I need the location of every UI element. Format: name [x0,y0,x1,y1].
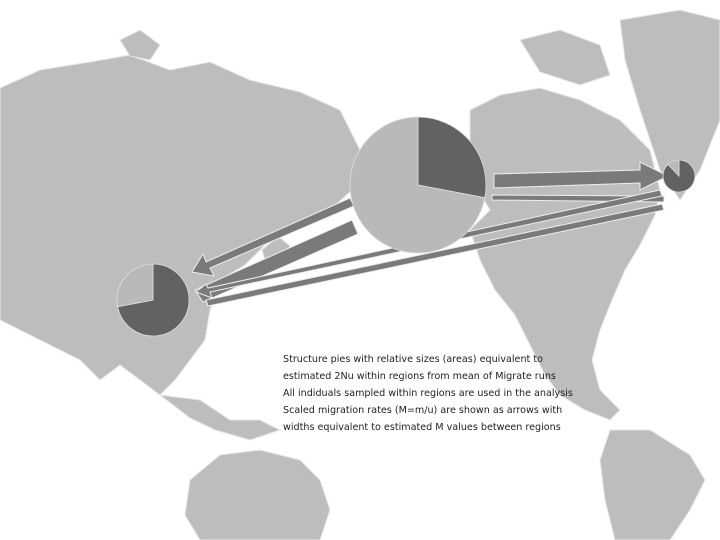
arrow [191,197,355,277]
pie-slice [116,263,154,308]
caption-line: All indiduals sampled within regions are… [283,388,573,399]
arctic-islands [519,29,611,86]
arrow [493,161,670,191]
pie-slice [349,116,486,254]
pies [116,116,696,337]
novaya-zemlya [119,29,161,61]
arrow [205,203,665,307]
australia [184,449,331,540]
pie-slice [667,159,680,178]
caption-line: estimated 2Nu within regions from mean o… [283,371,556,382]
caption: Structure pies with relative sizes (area… [283,354,573,433]
caption-line: Scaled migration rates (M=m/u) are shown… [283,405,562,416]
south-america [599,429,706,540]
pie-slice [417,116,487,199]
eurasia [0,54,361,396]
southeast-asia [158,394,282,441]
caption-line: widths equivalent to estimated M values … [283,422,561,433]
caption-line: Structure pies with relative sizes (area… [283,354,543,365]
